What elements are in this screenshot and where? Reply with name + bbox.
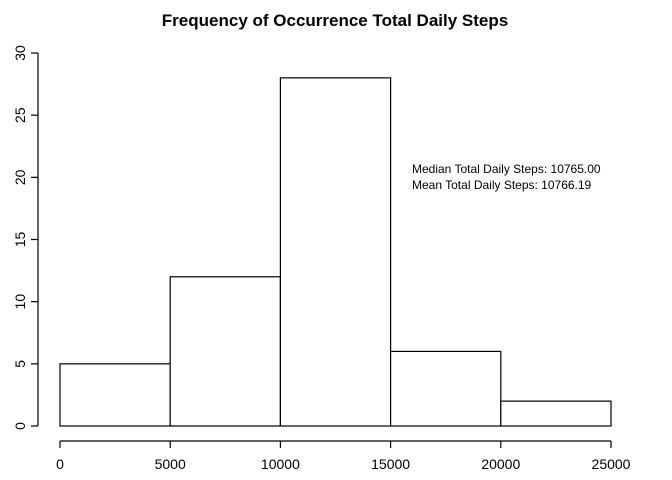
chart-title: Frequency of Occurrence Total Daily Step… [162, 11, 508, 30]
y-tick-label: 10 [12, 294, 28, 310]
annotation-median: Median Total Daily Steps: 10765.00 [412, 162, 601, 176]
histogram-bar [500, 400, 612, 427]
histogram-bar [390, 350, 502, 427]
x-axis: 0 5000 10000 15000 20000 25000 [56, 440, 631, 472]
histogram-bar [169, 276, 281, 427]
x-tick-label: 20000 [481, 456, 520, 472]
annotation-mean: Mean Total Daily Steps: 10766.19 [412, 178, 592, 192]
x-tick-label: 5000 [155, 456, 186, 472]
x-tick-label: 15000 [371, 456, 410, 472]
y-tick-label: 25 [12, 107, 28, 123]
histogram-bar [279, 77, 392, 427]
x-tick-label: 25000 [592, 456, 631, 472]
y-tick-label: 15 [12, 232, 28, 248]
x-tick-label: 0 [56, 456, 64, 472]
y-tick-label: 30 [12, 45, 28, 61]
y-tick-label: 0 [12, 422, 28, 430]
y-tick-label: 20 [12, 169, 28, 185]
y-tick-label: 5 [12, 360, 28, 368]
histogram-bar [59, 363, 171, 427]
y-axis: 0 5 10 15 20 25 30 [12, 45, 39, 430]
x-tick-label: 10000 [261, 456, 300, 472]
bars [59, 77, 612, 427]
